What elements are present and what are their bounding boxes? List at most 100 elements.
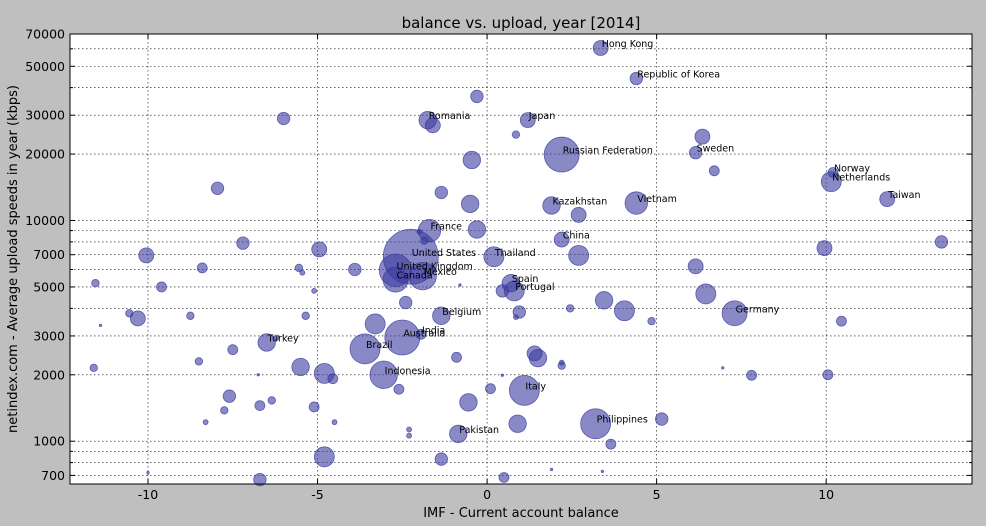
data-point — [91, 279, 100, 288]
data-point — [348, 262, 362, 277]
y-tick-label: 5000 — [33, 279, 65, 294]
data-point — [369, 360, 398, 389]
data-point — [220, 406, 229, 415]
data-point — [495, 284, 509, 298]
data-point — [629, 71, 643, 86]
point-label: Romania — [429, 111, 471, 122]
data-point — [500, 373, 504, 377]
y-tick-label: 50000 — [25, 59, 65, 74]
point-label: Norway — [834, 164, 870, 175]
data-point — [458, 283, 462, 287]
data-point — [294, 263, 304, 273]
data-point — [222, 389, 237, 403]
data-point — [708, 165, 720, 177]
data-point — [570, 207, 587, 223]
data-point — [186, 311, 195, 320]
data-point — [202, 419, 209, 426]
data-point — [89, 363, 98, 373]
point-label: United Kingdom — [397, 261, 473, 272]
point-label: Hong Kong — [602, 39, 654, 50]
data-point — [291, 357, 310, 377]
point-label: Italy — [525, 381, 546, 392]
data-point — [382, 266, 409, 293]
data-point — [687, 258, 704, 275]
data-point — [485, 383, 496, 395]
data-point — [614, 300, 635, 322]
data-point — [254, 400, 266, 412]
data-point — [406, 432, 412, 439]
point-label: Portugal — [515, 282, 554, 293]
x-axis-label: IMF - Current account balance — [423, 506, 619, 521]
data-point — [605, 438, 617, 450]
point-labels: Hong Kong Republic of Korea Romania Japan Ru… — [267, 39, 921, 436]
point-label: Turkey — [267, 334, 299, 345]
axis-ticks: -10 -5 0 5 10 700 1000 2000 3000 5000 7000 10000 200… — [25, 27, 972, 502]
data-point — [434, 452, 448, 466]
data-point — [695, 283, 717, 305]
data-point — [146, 471, 150, 475]
data-point — [934, 235, 949, 249]
data-point — [276, 111, 291, 126]
data-point — [549, 467, 554, 472]
data-point — [327, 373, 339, 385]
y-axis-label: netindex.com - Average upload speeds in … — [6, 85, 21, 433]
data-point — [299, 269, 306, 276]
point-label: Kazakhstan — [553, 196, 608, 207]
point-label: United States — [412, 248, 476, 259]
point-label: Spain — [512, 274, 539, 285]
point-label: Pakistan — [459, 425, 499, 436]
data-point — [470, 89, 484, 104]
data-point — [313, 446, 335, 468]
data-point — [467, 220, 487, 239]
data-point — [308, 401, 320, 413]
y-tick-label: 1000 — [33, 434, 65, 449]
data-point — [449, 424, 468, 443]
point-label: Taiwan — [887, 190, 920, 201]
point-label: Netherlands — [832, 173, 890, 184]
chart-title: balance vs. upload, year [2014] — [402, 14, 641, 32]
data-point — [156, 281, 167, 293]
data-point — [227, 344, 239, 356]
data-point — [594, 291, 614, 310]
data-point — [688, 146, 703, 160]
data-point — [836, 315, 847, 327]
data-point — [647, 316, 656, 326]
y-tick-label: 2000 — [33, 367, 65, 382]
x-tick-label: 10 — [818, 487, 834, 502]
point-label: Canada — [397, 271, 433, 282]
data-point — [460, 194, 480, 213]
data-point — [822, 369, 834, 381]
data-point — [311, 241, 328, 258]
data-point — [311, 287, 318, 294]
point-label: Philippines — [597, 415, 648, 426]
data-point — [553, 231, 570, 248]
data-point — [364, 313, 386, 335]
data-point — [451, 351, 462, 363]
data-point — [194, 357, 204, 366]
point-label: Australia — [403, 329, 445, 340]
data-point — [624, 191, 648, 215]
point-label: France — [430, 222, 462, 233]
point-label: Japan — [528, 111, 556, 122]
data-point — [508, 374, 540, 406]
data-point — [331, 419, 338, 426]
data-point — [415, 328, 427, 340]
point-label: Vietnam — [637, 194, 677, 205]
plot-area — [70, 34, 972, 484]
data-point — [816, 240, 833, 256]
data-point — [655, 412, 669, 426]
data-point — [879, 191, 896, 208]
data-point — [746, 369, 757, 381]
data-point — [349, 333, 381, 365]
point-label: India — [422, 325, 445, 336]
data-point — [301, 311, 310, 320]
data-point — [721, 300, 748, 327]
data-point — [273, 334, 280, 341]
data-point — [406, 426, 412, 433]
y-tick-label: 700 — [41, 468, 65, 483]
data-point — [526, 345, 543, 362]
data-point — [432, 306, 451, 325]
data-point — [827, 167, 839, 178]
y-tick-label: 20000 — [25, 147, 65, 162]
